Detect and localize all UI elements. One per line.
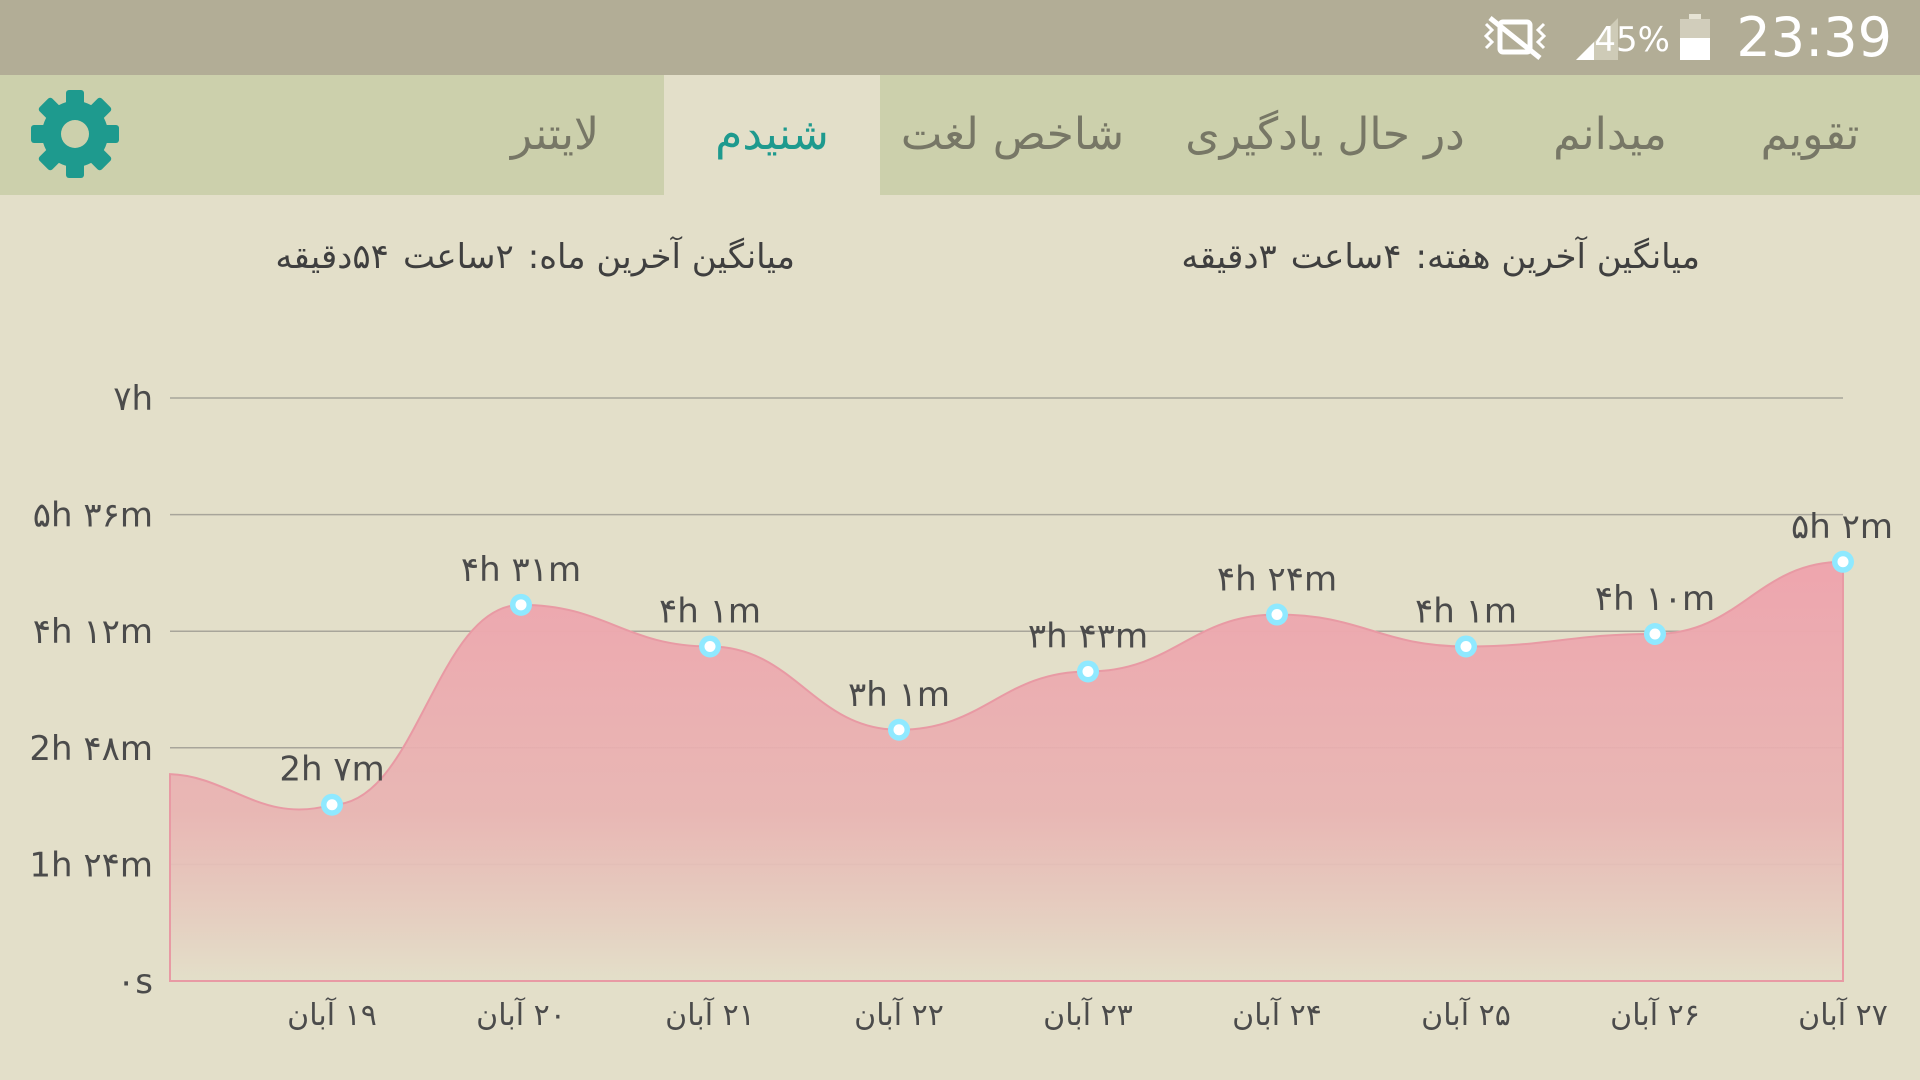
data-point-center xyxy=(515,599,527,611)
data-point-center xyxy=(1082,665,1094,677)
data-value-label: 2h ۷m xyxy=(279,750,384,790)
battery-percent: 45% xyxy=(1594,20,1670,60)
data-point-center xyxy=(893,724,905,736)
monthly-average-minutes: ۵۴دقیقه xyxy=(275,237,389,277)
data-value-label: ۴h ۱۰m xyxy=(1595,579,1715,619)
weekly-average-minutes: ۳دقیقه xyxy=(1181,237,1277,277)
clock: 23:39 xyxy=(1736,6,1892,69)
signal-icon xyxy=(1576,18,1618,60)
data-point-center xyxy=(1460,640,1472,652)
x-tick-label: ۲۴ آبان xyxy=(1232,997,1322,1033)
tab-calendar[interactable]: تقویم xyxy=(1760,109,1860,160)
y-tick-label: ۰s xyxy=(117,962,153,1002)
data-value-label: ۴h ۱m xyxy=(659,591,761,631)
x-tick-label: ۲۶ آبان xyxy=(1610,997,1700,1033)
tab-heard[interactable]: شنیدم xyxy=(664,75,880,195)
tab-leitner[interactable]: لایتنر xyxy=(510,109,600,160)
area-series xyxy=(169,560,1844,982)
data-point-center xyxy=(1271,609,1283,621)
x-tick-label: ۱۹ آبان xyxy=(287,997,377,1033)
y-tick-label: 2h ۴۸m xyxy=(29,729,153,769)
tab-word-index[interactable]: شاخص لغت xyxy=(900,109,1125,160)
x-tick-label: ۲۲ آبان xyxy=(854,997,944,1033)
x-tick-label: ۲۰ آبان xyxy=(476,997,566,1033)
x-tick-label: ۲۷ آبان xyxy=(1798,997,1888,1033)
data-point-center xyxy=(704,640,716,652)
status-bar: 45% 23:39 xyxy=(0,0,1920,75)
data-value-label: ۳h ۱m xyxy=(848,675,950,715)
data-value-label: ۴h ۱m xyxy=(1415,591,1517,631)
tab-bar: تقویم میدانم در حال یادگیری شاخص لغت شنی… xyxy=(0,75,1920,195)
data-value-label: ۴h ۳۱m xyxy=(461,550,581,590)
x-tick-label: ۲۵ آبان xyxy=(1421,997,1511,1033)
monthly-average-label: میانگین آخرین ماه: xyxy=(527,237,795,277)
weekly-average: میانگین آخرین هفته: ۴ساعت ۳دقیقه xyxy=(1167,232,1700,282)
data-point-center xyxy=(1649,628,1661,640)
y-tick-label: 1h ۲۴m xyxy=(29,845,153,885)
y-tick-label: ۷h xyxy=(113,379,153,419)
data-value-label: ۵h ۲m xyxy=(1791,507,1893,547)
monthly-average-hours: ۲ساعت xyxy=(402,237,514,277)
y-tick-label: ۵h ۳۶m xyxy=(33,496,153,536)
data-value-label: ۳h ۴۳m xyxy=(1028,616,1148,656)
gear-icon[interactable] xyxy=(30,89,120,179)
tab-i-know[interactable]: میدانم xyxy=(1553,109,1667,160)
weekly-average-label: میانگین آخرین هفته: xyxy=(1415,237,1700,277)
weekly-average-hours: ۴ساعت xyxy=(1290,237,1402,277)
data-point-center xyxy=(1837,556,1849,568)
monthly-average: میانگین آخرین ماه: ۲ساعت ۵۴دقیقه xyxy=(261,232,795,282)
y-tick-label: ۴h ۱۲m xyxy=(33,612,153,652)
mute-vibrate-icon xyxy=(1483,16,1547,60)
tab-learning[interactable]: در حال یادگیری xyxy=(1185,109,1465,160)
data-point-center xyxy=(326,799,338,811)
battery-icon xyxy=(1680,14,1710,60)
x-tick-label: ۲۳ آبان xyxy=(1043,997,1133,1033)
x-tick-label: ۲۱ آبان xyxy=(665,997,755,1033)
data-value-label: ۴h ۲۴m xyxy=(1217,560,1337,600)
